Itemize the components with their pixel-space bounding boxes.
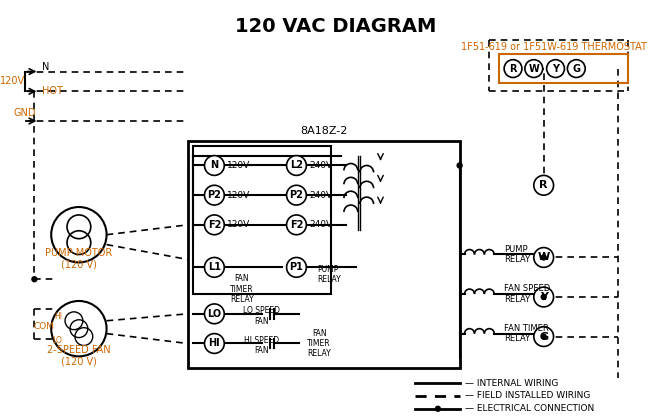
Text: Y: Y — [552, 64, 559, 74]
Text: 120V: 120V — [0, 76, 25, 86]
Bar — [192, 146, 331, 294]
Circle shape — [204, 185, 224, 205]
Text: HI: HI — [208, 339, 220, 349]
Text: COM: COM — [34, 322, 54, 331]
Circle shape — [534, 327, 553, 347]
Bar — [188, 141, 460, 368]
Text: F2: F2 — [208, 220, 221, 230]
Circle shape — [567, 59, 585, 78]
Text: PUMP
RELAY: PUMP RELAY — [317, 264, 341, 284]
Text: P1: P1 — [289, 262, 304, 272]
Text: 120V: 120V — [227, 191, 251, 200]
Circle shape — [287, 155, 306, 176]
Text: 2-SPEED FAN
(120 V): 2-SPEED FAN (120 V) — [47, 345, 111, 366]
Text: 120V: 120V — [227, 161, 251, 170]
Text: 1F51-619 or 1F51W-619 THERMOSTAT: 1F51-619 or 1F51W-619 THERMOSTAT — [461, 42, 647, 52]
Text: F2: F2 — [289, 220, 303, 230]
Circle shape — [534, 248, 553, 267]
Circle shape — [525, 59, 543, 78]
Circle shape — [287, 257, 306, 277]
Text: PUMP MOTOR
(120 V): PUMP MOTOR (120 V) — [46, 248, 113, 269]
Text: LO SPEED
FAN: LO SPEED FAN — [243, 306, 280, 326]
Text: 240V: 240V — [310, 161, 332, 170]
Text: R: R — [539, 180, 548, 190]
Bar — [499, 54, 628, 83]
Text: W: W — [537, 253, 550, 262]
Text: HOT: HOT — [42, 86, 63, 96]
Circle shape — [541, 255, 546, 260]
Circle shape — [541, 334, 546, 339]
Text: L1: L1 — [208, 262, 221, 272]
Text: — INTERNAL WIRING: — INTERNAL WIRING — [464, 378, 558, 388]
Text: Y: Y — [539, 292, 547, 302]
Circle shape — [547, 59, 564, 78]
Circle shape — [534, 287, 553, 307]
Text: L2: L2 — [290, 160, 303, 171]
Text: R: R — [509, 64, 517, 74]
Text: — ELECTRICAL CONNECTION: — ELECTRICAL CONNECTION — [464, 404, 594, 413]
Circle shape — [204, 257, 224, 277]
Text: HI: HI — [54, 312, 62, 321]
Text: FAN
TIMER
RELAY: FAN TIMER RELAY — [230, 274, 254, 304]
Circle shape — [204, 334, 224, 353]
Text: G: G — [539, 331, 548, 341]
Text: — FIELD INSTALLED WIRING: — FIELD INSTALLED WIRING — [464, 391, 590, 401]
Circle shape — [541, 295, 546, 300]
Text: FAN SPEED
RELAY: FAN SPEED RELAY — [504, 285, 550, 304]
Text: 240V: 240V — [310, 220, 332, 229]
Text: N: N — [42, 62, 50, 72]
Text: PUMP
RELAY: PUMP RELAY — [504, 245, 530, 264]
Text: 240V: 240V — [310, 191, 332, 200]
Circle shape — [436, 406, 440, 411]
Circle shape — [504, 59, 522, 78]
Circle shape — [204, 215, 224, 235]
Text: G: G — [572, 64, 580, 74]
Text: P2: P2 — [289, 190, 304, 200]
Text: HI SPEED
FAN: HI SPEED FAN — [245, 336, 279, 355]
Text: FAN
TIMER
RELAY: FAN TIMER RELAY — [308, 328, 331, 358]
Text: P2: P2 — [208, 190, 221, 200]
Text: W: W — [529, 64, 539, 74]
Circle shape — [457, 163, 462, 168]
Text: LO: LO — [52, 336, 62, 345]
Text: N: N — [210, 160, 218, 171]
Text: GND: GND — [13, 108, 36, 118]
Circle shape — [32, 277, 37, 282]
Circle shape — [204, 304, 224, 324]
Circle shape — [287, 185, 306, 205]
Text: FAN TIMER
RELAY: FAN TIMER RELAY — [504, 324, 549, 343]
Text: 120V: 120V — [227, 220, 251, 229]
Circle shape — [287, 215, 306, 235]
Text: LO: LO — [207, 309, 222, 319]
Text: 8A18Z-2: 8A18Z-2 — [300, 126, 347, 136]
Circle shape — [204, 155, 224, 176]
Text: 120 VAC DIAGRAM: 120 VAC DIAGRAM — [235, 17, 437, 36]
Circle shape — [534, 176, 553, 195]
